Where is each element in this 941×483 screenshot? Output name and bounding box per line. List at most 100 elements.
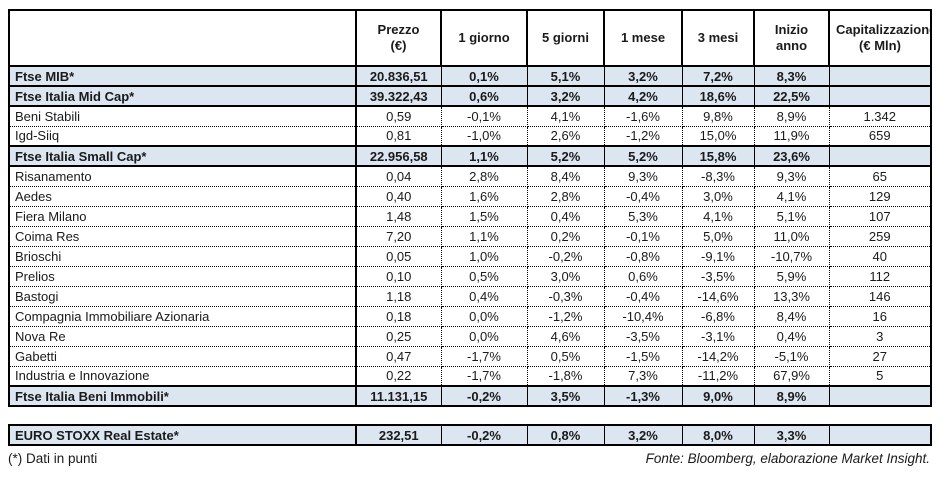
value-cell: -1,3% [603, 385, 683, 407]
value-cell: 0,4% [753, 325, 830, 347]
row-name: Ftse Italia Mid Cap* [8, 85, 357, 107]
stock-row: Risanamento 0,04 2,8% 8,4% 9,3% -8,3% 9,3% 65 [8, 165, 932, 187]
value-cell: 39.322,43 [355, 85, 442, 107]
value-cell: 0,18 [355, 305, 442, 327]
value-cell: -0,1% [440, 105, 528, 127]
value-cell: -3,5% [681, 265, 755, 287]
column-header-prezzo: Prezzo (€) [355, 9, 442, 67]
value-cell: 5,2% [603, 145, 683, 167]
value-cell: -6,8% [681, 305, 755, 327]
value-cell: 259 [828, 225, 932, 247]
value-cell: 3,2% [603, 424, 683, 446]
value-cell: 0,0% [440, 305, 528, 327]
value-cell: 9,8% [681, 105, 755, 127]
value-cell: 4,2% [603, 85, 683, 107]
value-cell: 659 [828, 125, 932, 147]
row-name: Igd-Siiq [8, 125, 357, 147]
value-cell: 1.342 [828, 105, 932, 127]
value-cell: 0,8% [526, 424, 605, 446]
value-cell: 0,1% [440, 65, 528, 87]
stock-row: Industria e Innovazione 0,22 -1,7% -1,8% 7,3… [8, 365, 932, 387]
value-cell: 2,8% [526, 185, 605, 207]
value-cell: -10,4% [603, 305, 683, 327]
value-cell: 22,5% [753, 85, 830, 107]
value-cell: 0,5% [440, 265, 528, 287]
value-cell: -0,2% [440, 385, 528, 407]
value-cell: -11,2% [681, 365, 755, 387]
value-cell: 0,05 [355, 245, 442, 267]
footnote-dati-in-punti: (*) Dati in punti [8, 451, 98, 466]
value-cell: 22.956,58 [355, 145, 442, 167]
value-cell: -0,1% [603, 225, 683, 247]
value-cell: 0,10 [355, 265, 442, 287]
value-cell: 0,25 [355, 325, 442, 347]
value-cell: -1,7% [440, 365, 528, 387]
index-row: Ftse Italia Small Cap* 22.956,58 1,1% 5,2% 5… [8, 145, 932, 167]
value-cell: 1,6% [440, 185, 528, 207]
value-cell: 5,1% [753, 205, 830, 227]
row-name: Ftse Italia Beni Immobili* [8, 385, 357, 407]
index-row: Ftse MIB* 20.836,51 0,1% 5,1% 3,2% 7,2% 8,3% [8, 65, 932, 87]
stock-row: Beni Stabili 0,59 -0,1% 4,1% -1,6% 9,8% 8,9% 1.… [8, 105, 932, 127]
column-header-1-mese: 1 mese [603, 9, 683, 67]
value-cell: 0,0% [440, 325, 528, 347]
row-name: Risanamento [8, 165, 357, 187]
row-name: Nova Re [8, 325, 357, 347]
value-cell: 5,2% [526, 145, 605, 167]
value-cell [828, 145, 932, 167]
value-cell: 3 [828, 325, 932, 347]
stock-row: Gabetti 0,47 -1,7% 0,5% -1,5% -14,2% -5,1% 27 [8, 345, 932, 367]
value-cell: -0,2% [526, 245, 605, 267]
value-cell: 15,0% [681, 125, 755, 147]
value-cell: 8,9% [753, 105, 830, 127]
value-cell: -0,2% [440, 424, 528, 446]
stock-row: Prelios 0,10 0,5% 3,0% 0,6% -3,5% 5,9% 112 [8, 265, 932, 287]
value-cell: -14,2% [681, 345, 755, 367]
value-cell [828, 65, 932, 87]
source-note: Fonte: Bloomberg, elaborazione Market In… [645, 451, 930, 466]
stock-row: Igd-Siiq 0,81 -1,0% 2,6% -1,2% 15,0% 11,9% 659 [8, 125, 932, 147]
value-cell: 1,1% [440, 225, 528, 247]
value-cell: 0,04 [355, 165, 442, 187]
value-cell: 5,3% [603, 205, 683, 227]
value-cell: -1,7% [440, 345, 528, 367]
value-cell: 40 [828, 245, 932, 267]
row-name: Aedes [8, 185, 357, 207]
performance-table: Prezzo (€) 1 giorno 5 giorni 1 mese 3 me… [8, 9, 932, 407]
value-cell: 13,3% [753, 285, 830, 307]
column-header-3-mesi: 3 mesi [681, 9, 755, 67]
value-cell: -0,3% [526, 285, 605, 307]
value-cell: 4,1% [681, 205, 755, 227]
value-cell: 1,5% [440, 205, 528, 227]
value-cell: 8,0% [681, 424, 755, 446]
value-cell: 0,2% [526, 225, 605, 247]
value-cell: 8,3% [753, 65, 830, 87]
value-cell: 0,81 [355, 125, 442, 147]
index-row: Ftse Italia Beni Immobili* 11.131,15 -0,2%… [8, 385, 932, 407]
value-cell: 11.131,15 [355, 385, 442, 407]
column-header-name [8, 9, 357, 67]
value-cell: 7,3% [603, 365, 683, 387]
value-cell: -1,0% [440, 125, 528, 147]
value-cell: -8,3% [681, 165, 755, 187]
value-cell: -3,1% [681, 325, 755, 347]
value-cell: 4,1% [753, 185, 830, 207]
value-cell: -0,8% [603, 245, 683, 267]
value-cell: 4,6% [526, 325, 605, 347]
value-cell: 3,2% [603, 65, 683, 87]
euro-stoxx-table: EURO STOXX Real Estate* 232,51 -0,2% 0,8% 3,… [8, 424, 932, 446]
value-cell: 23,6% [753, 145, 830, 167]
value-cell: 5,0% [681, 225, 755, 247]
value-cell: 15,8% [681, 145, 755, 167]
stock-row: Brioschi 0,05 1,0% -0,2% -0,8% -9,1% -10,7% 40 [8, 245, 932, 267]
value-cell: 67,9% [753, 365, 830, 387]
value-cell: 3,5% [526, 385, 605, 407]
value-cell: 0,6% [603, 265, 683, 287]
value-cell: 146 [828, 285, 932, 307]
value-cell: 5,1% [526, 65, 605, 87]
row-name: Compagnia Immobiliare Azionaria [8, 305, 357, 327]
row-name: Prelios [8, 265, 357, 287]
row-name: EURO STOXX Real Estate* [8, 424, 357, 446]
row-name: Ftse MIB* [8, 65, 357, 87]
value-cell: -1,2% [526, 305, 605, 327]
